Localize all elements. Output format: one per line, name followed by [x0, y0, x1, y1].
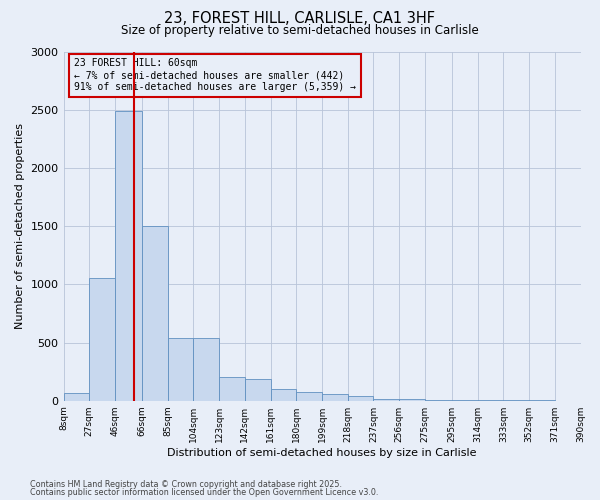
Bar	[89, 278, 115, 400]
Text: 23, FOREST HILL, CARLISLE, CA1 3HF: 23, FOREST HILL, CARLISLE, CA1 3HF	[164, 11, 436, 26]
X-axis label: Distribution of semi-detached houses by size in Carlisle: Distribution of semi-detached houses by …	[167, 448, 477, 458]
Bar	[193, 338, 219, 400]
Bar	[115, 111, 142, 401]
Y-axis label: Number of semi-detached properties: Number of semi-detached properties	[15, 123, 25, 329]
Bar	[168, 338, 193, 400]
Bar	[142, 226, 168, 400]
Bar	[219, 378, 245, 400]
Text: 23 FOREST HILL: 60sqm
← 7% of semi-detached houses are smaller (442)
91% of semi: 23 FOREST HILL: 60sqm ← 7% of semi-detac…	[74, 58, 356, 92]
Text: Contains public sector information licensed under the Open Government Licence v3: Contains public sector information licen…	[30, 488, 379, 497]
Bar	[271, 389, 296, 400]
Bar	[64, 392, 89, 400]
Bar	[322, 394, 348, 400]
Bar	[373, 399, 399, 400]
Bar	[399, 399, 425, 400]
Text: Size of property relative to semi-detached houses in Carlisle: Size of property relative to semi-detach…	[121, 24, 479, 37]
Bar	[245, 378, 271, 400]
Text: Contains HM Land Registry data © Crown copyright and database right 2025.: Contains HM Land Registry data © Crown c…	[30, 480, 342, 489]
Bar	[348, 396, 373, 400]
Bar	[296, 392, 322, 400]
